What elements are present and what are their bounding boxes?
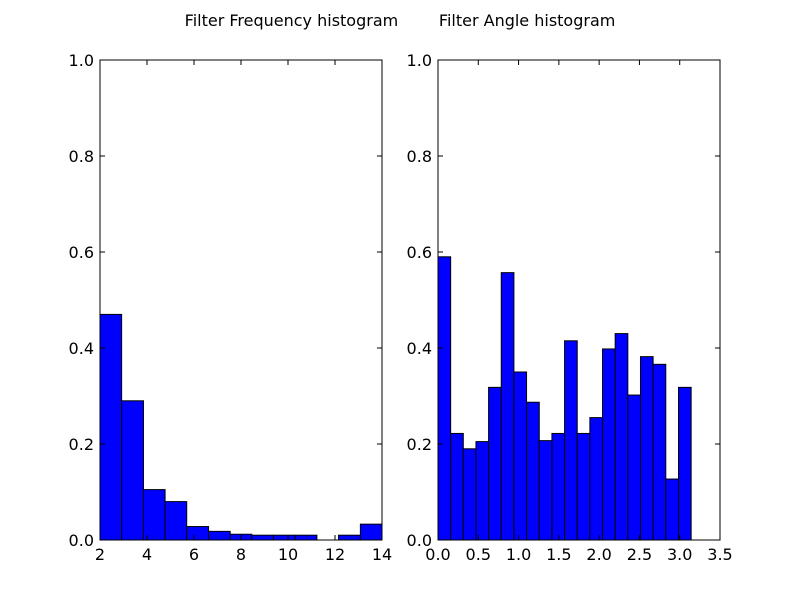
angle-xtick-label-2: 1.0 [506, 545, 531, 564]
frequency-xtick-label-1: 4 [142, 545, 152, 564]
angle-bar-19 [678, 386, 692, 541]
angle-ytick-label-5: 1.0 [407, 51, 432, 70]
angle-ytick-label-2: 0.4 [407, 339, 432, 358]
angle-ytick-label-0: 0.0 [407, 531, 432, 550]
angle-bar-4 [488, 386, 502, 541]
angle-xtick-label-1: 0.5 [466, 545, 491, 564]
frequency-bar-5 [208, 530, 231, 541]
angle-xtick-label-6: 3.0 [667, 545, 692, 564]
frequency-ytick-label-3: 0.6 [69, 243, 94, 262]
frequency-bar-3 [164, 501, 188, 541]
angle-bar-15 [627, 394, 641, 541]
frequency-xtick-label-6: 14 [372, 545, 392, 564]
angle-ytick-label-1: 0.2 [407, 435, 432, 454]
frequency-xtick-label-3: 8 [236, 545, 246, 564]
frequency-bar-1 [121, 400, 144, 541]
figure-title: Filter Frequency histogram Filter Angle … [185, 11, 616, 30]
frequency-ytick-label-2: 0.4 [69, 339, 94, 358]
angle-xtick-label-5: 2.5 [627, 545, 652, 564]
angle-bar-9 [551, 432, 566, 541]
frequency-ytick-label-5: 1.0 [69, 51, 94, 70]
angle-histogram-axes: 0.0 0.5 1.0 1.5 2.0 2.5 3.0 3.5 0.0 0.2 0.4 0.6 0.8 1… [407, 51, 733, 564]
angle-xtick-label-7: 3.5 [707, 545, 732, 564]
angle-bar-6 [513, 371, 528, 541]
frequency-ytick-label-4: 0.8 [69, 147, 94, 166]
angle-bar-12 [589, 417, 604, 541]
angle-ytick-label-4: 0.8 [407, 147, 432, 166]
frequency-bar-8 [272, 534, 296, 541]
angle-bar-18 [665, 478, 680, 541]
angle-bar-17 [652, 363, 667, 541]
angle-xtick-label-4: 2.0 [586, 545, 611, 564]
frequency-bar-11 [338, 534, 361, 541]
frequency-bar-9 [294, 534, 318, 541]
frequency-histogram-axes: 2 4 6 8 10 12 14 0.0 0.2 0.4 0.6 0.8 1.0 [69, 51, 393, 564]
angle-bar-0 [437, 256, 452, 541]
angle-bar-5 [500, 272, 515, 541]
angle-bar-13 [602, 348, 616, 541]
angle-bar-1 [450, 432, 464, 541]
angle-xtick-label-3: 1.5 [546, 545, 571, 564]
frequency-xtick-label-5: 12 [325, 545, 345, 564]
angle-bar-8 [538, 440, 553, 541]
angle-bar-14 [614, 333, 629, 541]
frequency-bar-2 [142, 489, 166, 541]
angle-bar-2 [462, 448, 477, 541]
frequency-ytick-label-0: 0.0 [69, 531, 94, 550]
angle-bar-3 [475, 441, 490, 541]
angle-bar-10 [564, 340, 578, 541]
angle-ytick-label-3: 0.6 [407, 243, 432, 262]
frequency-bar-4 [186, 526, 210, 541]
frequency-xtick-label-2: 6 [189, 545, 199, 564]
frequency-ytick-label-1: 0.2 [69, 435, 94, 454]
angle-axes-frame [437, 59, 721, 541]
angle-xtick-label-0: 0.0 [425, 545, 450, 564]
angle-bar-7 [526, 401, 540, 541]
frequency-bar-12 [359, 523, 383, 541]
angle-bar-16 [639, 356, 654, 541]
frequency-bar-7 [251, 534, 274, 541]
frequency-xtick-label-0: 2 [95, 545, 105, 564]
frequency-xtick-label-4: 10 [278, 545, 298, 564]
angle-bar-11 [576, 432, 591, 541]
